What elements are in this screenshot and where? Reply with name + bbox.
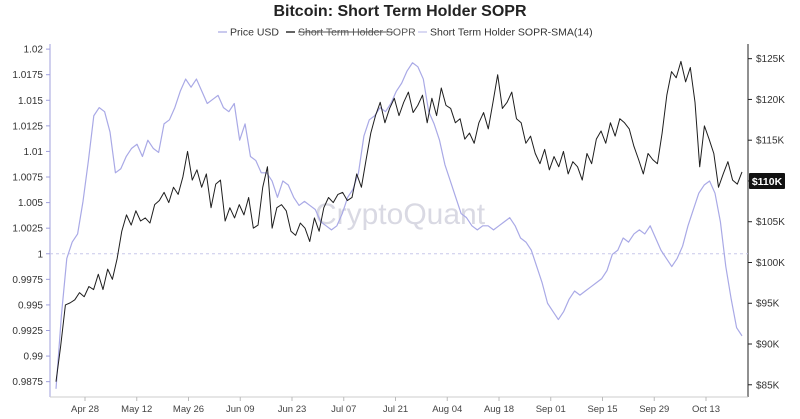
x-tick-label: Aug 18 xyxy=(484,404,514,415)
y-left-tick-label: 1 xyxy=(37,249,43,260)
x-tick-label: May 26 xyxy=(173,404,204,415)
x-tick-label: Apr 28 xyxy=(71,404,99,415)
x-tick-label: Jul 07 xyxy=(331,404,356,415)
x-tick-label: Jun 09 xyxy=(226,404,255,415)
y-left-tick-label: 0.99 xyxy=(24,352,44,363)
legend-item-sma[interactable]: Short Term Holder SOPR-SMA(14) xyxy=(418,27,593,39)
x-tick-label: Jul 21 xyxy=(383,404,408,415)
x-tick-label: Oct 13 xyxy=(692,404,720,415)
y-right-tick-label: $115K xyxy=(756,136,785,147)
y-right-tick-label: $95K xyxy=(756,299,780,310)
y-right-tick-label: $85K xyxy=(756,380,780,391)
y-left-tick-label: 1.005 xyxy=(18,198,43,209)
x-tick-label: Sep 01 xyxy=(536,404,566,415)
y-left-tick-label: 1.01 xyxy=(24,147,44,158)
y-right-tick-label: $100K xyxy=(756,258,785,269)
y-right-tick-label: $90K xyxy=(756,340,780,351)
y-right-tick-label: $120K xyxy=(756,95,785,106)
y-axis-left-ticks: 1.02 1.0175 1.015 1.0125 1.01 1.0075 1.005 1.00… xyxy=(12,45,50,388)
x-tick-label: Sep 29 xyxy=(639,404,669,415)
legend-item-sopr[interactable]: Short Term Holder SOPR xyxy=(286,27,416,39)
watermark: CryptoQuant xyxy=(315,198,486,231)
y-axis-right-ticks: $125K $120K $115K $110K $105K $100K $95K $90K $8… xyxy=(748,54,785,391)
sopr-line xyxy=(55,60,743,382)
y-left-tick-label: 1.0025 xyxy=(12,224,43,235)
legend: Price USD Short Term Holder SOPR Short T… xyxy=(218,27,593,39)
legend-label-price: Price USD xyxy=(230,27,279,39)
legend-label-sma: Short Term Holder SOPR-SMA(14) xyxy=(430,27,593,39)
y-left-tick-label: 1.02 xyxy=(24,45,44,56)
y-left-tick-label: 0.9975 xyxy=(12,275,43,286)
x-tick-label: Aug 04 xyxy=(432,404,462,415)
x-tick-label: May 12 xyxy=(121,404,152,415)
y-left-tick-label: 1.0175 xyxy=(12,70,43,81)
y-left-tick-label: 1.015 xyxy=(18,96,43,107)
x-axis-ticks: Apr 28 May 12 May 26 Jun 09 Jun 23 Jul 07 Jul … xyxy=(71,397,720,415)
y-left-tick-label: 1.0125 xyxy=(12,121,43,132)
current-price-label: $110K xyxy=(752,176,783,188)
y-left-tick-label: 0.9875 xyxy=(12,377,43,388)
current-price-badge-bg xyxy=(749,172,785,189)
y-left-tick-label: 0.995 xyxy=(18,300,43,311)
x-tick-label: Jun 23 xyxy=(278,404,307,415)
chart-title: Bitcoin: Short Term Holder SOPR xyxy=(273,3,527,20)
y-left-tick-label: 1.0075 xyxy=(12,173,43,184)
legend-label-sopr: Short Term Holder SOPR xyxy=(298,27,416,39)
series-lines xyxy=(55,60,743,389)
price-usd-line xyxy=(55,62,743,389)
y-left-tick-label: 0.9925 xyxy=(12,326,43,337)
x-tick-label: Sep 15 xyxy=(587,404,617,415)
legend-item-price[interactable]: Price USD xyxy=(218,27,279,39)
y-right-tick-label: $105K xyxy=(756,217,785,228)
current-price-badge: $110K xyxy=(749,172,785,189)
y-right-tick-label: $125K xyxy=(756,54,785,65)
